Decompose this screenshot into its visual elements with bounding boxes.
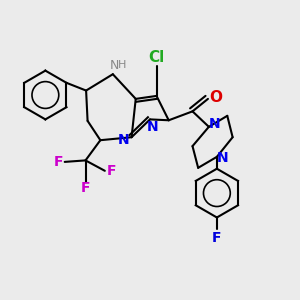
Text: N: N [147, 120, 159, 134]
Text: F: F [53, 155, 63, 169]
Text: Cl: Cl [148, 50, 165, 65]
Text: F: F [212, 231, 222, 245]
Text: N: N [208, 117, 220, 131]
Text: F: F [106, 164, 116, 178]
Text: N: N [117, 133, 129, 147]
Text: N: N [216, 151, 228, 165]
Text: F: F [81, 181, 90, 195]
Text: O: O [209, 90, 222, 105]
Text: H: H [118, 60, 126, 70]
Text: N: N [110, 59, 119, 72]
